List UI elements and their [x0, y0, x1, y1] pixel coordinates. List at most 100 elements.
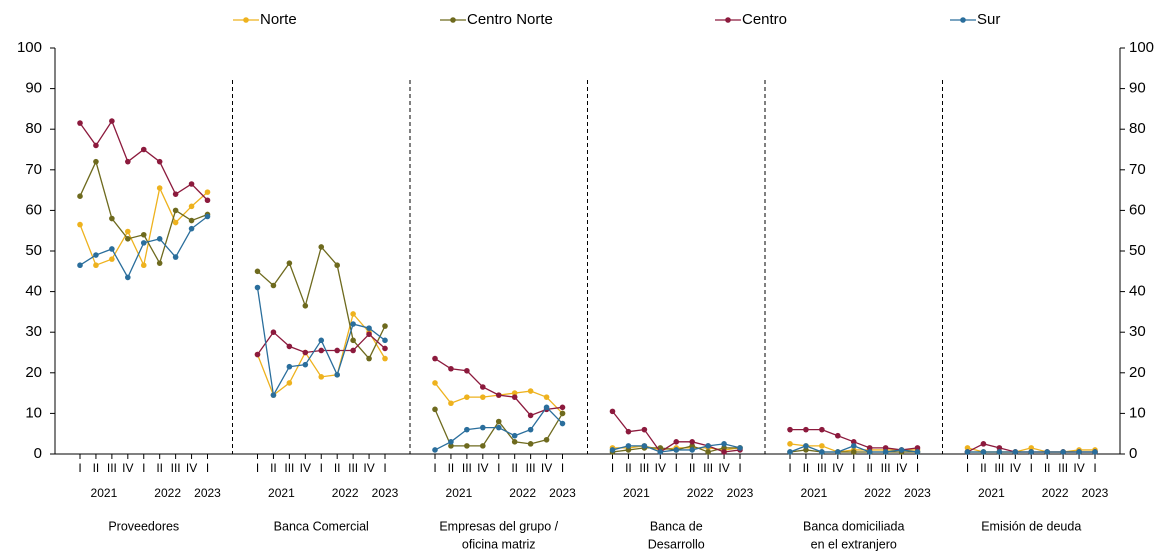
x-tick-label: IV	[1010, 461, 1021, 475]
legend-label: Centro	[742, 11, 787, 28]
data-point	[511, 390, 518, 396]
data-point	[140, 231, 147, 238]
x-tick-label: II	[156, 461, 163, 475]
data-point	[673, 447, 680, 453]
y-tick-label: 90	[25, 80, 42, 97]
data-point	[286, 363, 293, 370]
y2-tick-label: 10	[1129, 404, 1146, 421]
data-point	[641, 443, 648, 449]
y2-tick-label: 0	[1129, 445, 1137, 462]
data-point	[140, 262, 147, 269]
data-point	[964, 445, 971, 451]
panel-label: Banca domiciliada	[803, 519, 904, 533]
data-point	[286, 260, 293, 266]
x-tick-label: III	[526, 461, 536, 475]
data-point	[543, 394, 550, 400]
x-tick-label: I	[1030, 461, 1033, 475]
data-point	[93, 142, 99, 149]
data-point	[705, 449, 711, 455]
year-label: 2023	[549, 486, 576, 500]
data-point	[140, 240, 147, 246]
x-tick-label: II	[334, 461, 341, 475]
data-point	[1060, 449, 1066, 455]
data-point	[625, 443, 632, 449]
data-point	[334, 347, 340, 354]
data-point	[787, 441, 793, 447]
data-point	[448, 365, 454, 372]
panel-label: Banca de	[650, 519, 703, 533]
y-tick-label: 100	[17, 39, 42, 56]
x-tick-label: I	[1093, 461, 1096, 475]
data-point	[527, 388, 534, 394]
data-point	[156, 236, 163, 242]
data-point	[511, 394, 518, 400]
x-tick-label: I	[738, 461, 741, 475]
legend-label: Norte	[260, 11, 297, 28]
data-point	[172, 219, 179, 226]
x-tick-label: II	[980, 461, 987, 475]
legend-label: Sur	[977, 11, 1000, 28]
data-point	[318, 337, 325, 344]
data-point	[737, 445, 743, 451]
data-point	[188, 225, 195, 232]
x-tick-label: I	[852, 461, 855, 475]
data-point	[254, 284, 261, 291]
x-tick-label: I	[675, 461, 678, 475]
y2-tick-label: 30	[1129, 323, 1146, 340]
x-tick-label: IV	[1073, 461, 1084, 475]
data-point	[527, 426, 534, 433]
y2-tick-label: 100	[1129, 39, 1154, 56]
x-tick-label: I	[206, 461, 209, 475]
x-tick-label: IV	[186, 461, 197, 475]
data-point	[882, 449, 889, 455]
data-point	[125, 228, 131, 235]
x-tick-label: IV	[655, 461, 666, 475]
series-line	[79, 159, 208, 265]
x-tick-label: II	[689, 461, 696, 475]
y-tick-label: 0	[34, 445, 42, 462]
x-tick-label: IV	[896, 461, 907, 475]
data-point	[543, 404, 550, 411]
year-label: 2021	[268, 486, 295, 500]
data-point	[77, 221, 83, 228]
year-label: 2023	[1082, 486, 1109, 500]
x-tick-label: I	[320, 461, 323, 475]
data-point	[318, 374, 325, 380]
year-label: 2022	[1042, 486, 1069, 500]
x-tick-label: III	[107, 461, 117, 475]
x-tick-label: II	[866, 461, 873, 475]
data-point	[850, 449, 857, 455]
legend-marker	[960, 17, 966, 23]
x-tick-label: II	[93, 461, 100, 475]
y-tick-label: 20	[25, 364, 42, 381]
data-point	[625, 428, 632, 435]
data-point	[350, 337, 356, 344]
data-point	[914, 449, 921, 455]
y2-tick-label: 90	[1129, 80, 1146, 97]
x-tick-label: III	[284, 461, 294, 475]
data-point	[270, 329, 277, 336]
y2-tick-label: 40	[1129, 283, 1146, 300]
data-point	[641, 426, 648, 433]
data-point	[156, 260, 163, 266]
data-point	[432, 380, 438, 386]
data-point	[140, 146, 147, 153]
data-point	[689, 439, 695, 445]
legend-marker	[450, 17, 456, 23]
data-point	[559, 420, 566, 427]
data-point	[318, 244, 325, 250]
y-tick-label: 40	[25, 283, 42, 300]
y-tick-label: 80	[25, 120, 42, 137]
data-point	[254, 351, 261, 358]
year-label: 2021	[446, 486, 473, 500]
data-point	[350, 347, 356, 354]
x-tick-label: II	[270, 461, 277, 475]
y-tick-label: 70	[25, 161, 42, 178]
data-point	[657, 449, 664, 455]
year-label: 2022	[687, 486, 714, 500]
data-point	[109, 246, 115, 252]
data-point	[172, 191, 179, 197]
data-point	[77, 262, 83, 269]
panel-label: en el extranjero	[811, 537, 897, 551]
